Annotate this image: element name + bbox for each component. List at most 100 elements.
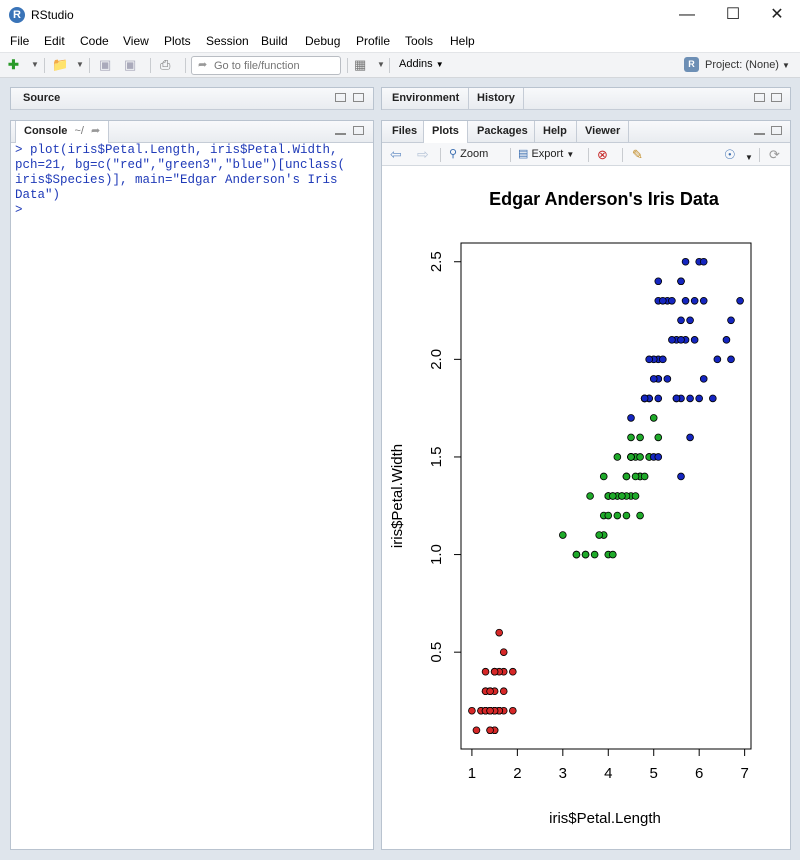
menu-help[interactable]: Help: [450, 34, 475, 48]
next-plot-icon[interactable]: ⇨: [417, 146, 429, 162]
console-prompt: >: [15, 203, 23, 217]
data-point-blue: [722, 336, 731, 344]
environment-pane-header: Environment History: [382, 88, 790, 110]
data-point-blue: [727, 316, 735, 325]
data-point-blue: [690, 296, 699, 305]
data-point-blue: [668, 336, 676, 344]
data-point-green: [581, 550, 590, 559]
tab-help[interactable]: Help: [534, 121, 575, 142]
rstudio-logo-icon: R: [9, 7, 25, 23]
console-pane: Console ~/ ➦ > plot(iris$Petal.Length, i…: [10, 120, 374, 850]
close-button[interactable]: ✕: [770, 6, 784, 23]
data-point-green: [604, 511, 613, 520]
export-icon: ▤: [518, 148, 529, 160]
toolbar-separator: [44, 58, 45, 73]
data-point-green: [636, 453, 644, 461]
console-input[interactable]: [30, 203, 331, 217]
project-icon: R: [684, 57, 699, 72]
chart-title: Edgar Anderson's Iris Data: [489, 189, 720, 209]
publish-dropdown-icon[interactable]: ▼: [745, 153, 753, 162]
plots-toolbar: ⇦ ⇨ ⚲ Zoom ▤ Export ▼ ⊗ ✎ ☉ ▼ ⟳: [382, 143, 790, 166]
tab-history[interactable]: History: [468, 88, 524, 109]
minimize-button[interactable]: —: [679, 6, 695, 23]
y-tick-label: 1.5: [428, 447, 445, 468]
data-point-green: [586, 492, 594, 500]
data-point-blue: [681, 257, 690, 266]
export-button[interactable]: ▤ Export ▼: [518, 147, 574, 162]
console-line: pch=21, bg=c("red","green3","blue")[uncl…: [15, 158, 346, 172]
x-axis: 1 2 3 4 5 6 7: [468, 748, 749, 782]
minimize-pane-icon[interactable]: [754, 129, 765, 135]
menu-file[interactable]: File: [10, 34, 30, 48]
print-icon[interactable]: ⎙: [160, 57, 171, 72]
publish-icon[interactable]: ☉: [724, 147, 736, 162]
data-point-red: [499, 687, 508, 696]
data-point-green: [640, 472, 649, 481]
restore-pane-icon[interactable]: [754, 93, 765, 102]
tab-console[interactable]: Console ~/ ➦: [15, 121, 110, 143]
tab-files[interactable]: Files: [392, 125, 418, 137]
maximize-button[interactable]: ☐: [725, 6, 741, 23]
tab-viewer[interactable]: Viewer: [576, 121, 630, 142]
new-file-dropdown-icon[interactable]: ▼: [31, 60, 39, 69]
menu-bar: File Edit Code View Plots Session Build …: [0, 32, 800, 52]
console-output[interactable]: > plot(iris$Petal.Length, iris$Petal.Wid…: [15, 143, 371, 847]
data-point-red: [486, 726, 494, 735]
open-dropdown-icon[interactable]: ▼: [76, 60, 84, 69]
menu-profile[interactable]: Profile: [356, 34, 391, 48]
data-point-green: [618, 492, 626, 500]
data-point-blue: [695, 394, 703, 403]
menu-tools[interactable]: Tools: [405, 34, 434, 48]
refresh-icon[interactable]: ⟳: [769, 147, 780, 162]
data-point-blue: [699, 296, 708, 305]
menu-build[interactable]: Build: [261, 34, 288, 48]
tab-plots[interactable]: Plots: [423, 121, 468, 143]
goto-file-field[interactable]: ➦: [191, 56, 341, 75]
menu-edit[interactable]: Edit: [44, 34, 65, 48]
previous-plot-icon[interactable]: ⇦: [390, 146, 402, 162]
save-all-icon[interactable]: ▣: [124, 57, 137, 72]
console-line: Data"): [15, 188, 61, 202]
data-point-blue: [690, 336, 699, 344]
toolbar-separator: [510, 148, 511, 162]
tab-packages[interactable]: Packages: [477, 125, 528, 137]
pane-layout-icon[interactable]: ▦: [354, 57, 367, 72]
data-point-blue: [677, 336, 685, 344]
toolbar-separator: [185, 58, 186, 73]
maximize-pane-icon[interactable]: [353, 93, 364, 102]
pane-layout-dropdown-icon[interactable]: ▼: [377, 60, 385, 69]
minimize-pane-icon[interactable]: [335, 129, 346, 135]
maximize-pane-icon[interactable]: [771, 93, 782, 102]
new-file-icon[interactable]: ✚: [8, 57, 19, 72]
data-point-blue: [699, 257, 708, 266]
data-point-red: [499, 648, 508, 656]
data-point-blue: [727, 355, 735, 364]
go-to-directory-icon[interactable]: ➦: [91, 125, 101, 137]
data-point-red: [472, 726, 481, 735]
menu-plots[interactable]: Plots: [164, 34, 191, 48]
addins-menu[interactable]: Addins ▼: [399, 58, 444, 70]
tab-environment[interactable]: Environment: [392, 92, 460, 104]
goto-file-input[interactable]: [214, 58, 336, 73]
menu-code[interactable]: Code: [80, 34, 109, 48]
data-point-green: [622, 472, 631, 481]
zoom-button[interactable]: ⚲ Zoom: [449, 147, 488, 162]
restore-pane-icon[interactable]: [335, 93, 346, 102]
maximize-pane-icon[interactable]: [771, 126, 782, 135]
tab-source[interactable]: Source: [23, 92, 61, 104]
data-point-blue: [654, 453, 663, 461]
open-folder-icon[interactable]: 📁: [52, 57, 69, 72]
menu-view[interactable]: View: [123, 34, 149, 48]
console-pane-header: Console ~/ ➦: [11, 121, 373, 143]
data-point-blue: [677, 316, 685, 325]
data-point-blue: [686, 316, 694, 325]
clear-plots-broom-icon[interactable]: ✎: [632, 147, 643, 162]
menu-session[interactable]: Session: [206, 34, 249, 48]
remove-plot-icon[interactable]: ⊗: [597, 147, 608, 162]
x-tick-label: 6: [695, 765, 703, 782]
project-menu[interactable]: Project: (None) ▼: [705, 59, 790, 71]
menu-debug[interactable]: Debug: [305, 34, 341, 48]
workspace: Source Console ~/ ➦ > plot(iris$Petal.Le…: [0, 78, 800, 860]
save-icon[interactable]: ▣: [99, 57, 112, 72]
maximize-pane-icon[interactable]: [353, 126, 364, 135]
